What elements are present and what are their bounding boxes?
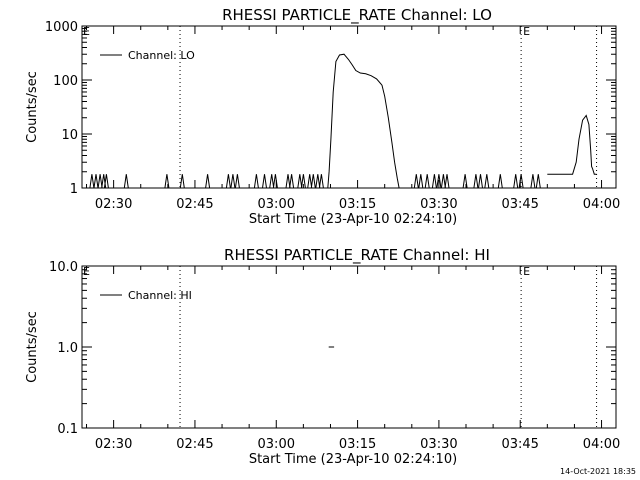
lo-channel-panel: RHESSI PARTICLE_RATE Channel: LO 02:30 02:… (25, 6, 620, 227)
noise-spike (272, 174, 278, 189)
noise-spike (535, 174, 541, 189)
noise-spike (413, 174, 419, 189)
x-tick-label: 02:45 (176, 197, 213, 212)
noise-spike (513, 174, 519, 189)
noise-spike (444, 174, 450, 189)
noise-spike (424, 174, 430, 189)
y-tick-label: 10 (61, 128, 78, 143)
noise-spike (262, 174, 267, 189)
noise-spike (440, 174, 446, 189)
x-tick-label: 02:30 (95, 197, 132, 212)
event-marker-label: E (523, 265, 530, 278)
y-tick-label: 1 (70, 182, 78, 197)
x-axis-label: Start Time (23-Apr-10 02:24:10) (249, 452, 457, 467)
x-tick-label: 03:30 (420, 437, 457, 452)
noise-spike (436, 174, 442, 189)
x-axis-label: Start Time (23-Apr-10 02:24:10) (249, 212, 457, 227)
noise-spike (484, 174, 490, 189)
start-marker-label: E (83, 265, 90, 278)
noise-spike (297, 174, 303, 189)
noise-spike (205, 174, 211, 189)
noise-spike (462, 174, 468, 189)
x-tick-label: 03:30 (420, 197, 457, 212)
x-tick-label: 04:00 (583, 437, 620, 452)
noise-spike (289, 174, 295, 189)
chart-title: RHESSI PARTICLE_RATE Channel: LO (222, 6, 492, 25)
x-tick-label: 02:30 (95, 437, 132, 452)
y-tick-label: 1.0 (57, 341, 78, 356)
y-tick-label: 100 (53, 74, 78, 89)
noise-spike (530, 174, 536, 189)
legend-label: Channel: HI (128, 289, 192, 302)
series-line (327, 53, 400, 189)
noise-spike (103, 174, 109, 189)
noise-spike (473, 174, 479, 189)
noise-spike (89, 174, 95, 189)
chart-title: RHESSI PARTICLE_RATE Channel: HI (224, 246, 490, 265)
noise-spike (315, 174, 321, 189)
noise-spike (123, 174, 129, 189)
noise-spike (497, 174, 503, 189)
secondary-peak-line (547, 114, 597, 175)
noise-spike (478, 174, 483, 189)
noise-spike (93, 174, 99, 189)
noise-spike (300, 174, 306, 189)
x-tick-label: 03:45 (501, 437, 538, 452)
x-tick-label: 03:45 (501, 197, 538, 212)
noise-spike (97, 174, 103, 189)
noise-spike (285, 174, 291, 189)
x-tick-label: 03:00 (258, 437, 295, 452)
y-tick-label: 10.0 (49, 260, 78, 275)
noise-spike (225, 174, 231, 189)
noise-spike (234, 174, 240, 189)
x-tick-label: 03:00 (258, 197, 295, 212)
noise-spike (310, 174, 316, 189)
legend-label: Channel: LO (128, 49, 195, 62)
y-axis-label: Counts/sec (25, 71, 40, 143)
y-tick-label: 1000 (45, 20, 78, 35)
noise-spike (164, 174, 170, 189)
noise-spike (431, 174, 437, 189)
noise-spike (253, 174, 259, 189)
noise-spike (269, 174, 275, 189)
hi-channel-panel: RHESSI PARTICLE_RATE Channel: HI 02:30 02:… (25, 246, 620, 467)
x-tick-label: 02:45 (176, 437, 213, 452)
noise-spike (418, 174, 424, 189)
x-tick-label: 04:00 (583, 197, 620, 212)
y-axis-label: Counts/sec (25, 311, 40, 383)
noise-spike (307, 174, 313, 189)
noise-spike (518, 174, 524, 189)
y-tick-label: 0.1 (57, 422, 78, 437)
start-marker-label: E (83, 25, 90, 38)
footer-timestamp: 14-Oct-2021 18:35 (560, 467, 636, 476)
event-marker-label: E (523, 25, 530, 38)
noise-spike (230, 174, 236, 189)
noise-spike (318, 174, 324, 189)
noise-spike (179, 174, 185, 189)
plot-frame (81, 25, 617, 189)
x-tick-label: 03:15 (339, 197, 376, 212)
x-tick-label: 03:15 (339, 437, 376, 452)
